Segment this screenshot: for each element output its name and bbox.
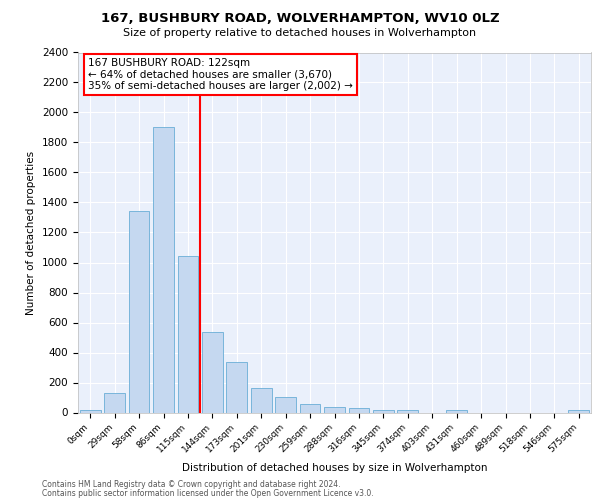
- Bar: [226, 362, 247, 412]
- Bar: [178, 256, 199, 412]
- Text: Size of property relative to detached houses in Wolverhampton: Size of property relative to detached ho…: [124, 28, 476, 38]
- Bar: [202, 332, 223, 412]
- Text: 167, BUSHBURY ROAD, WOLVERHAMPTON, WV10 0LZ: 167, BUSHBURY ROAD, WOLVERHAMPTON, WV10 …: [101, 12, 499, 26]
- Bar: [324, 407, 345, 412]
- Bar: [299, 404, 320, 412]
- Bar: [128, 212, 149, 412]
- Text: Contains public sector information licensed under the Open Government Licence v3: Contains public sector information licen…: [42, 488, 374, 498]
- Text: 167 BUSHBURY ROAD: 122sqm
← 64% of detached houses are smaller (3,670)
35% of se: 167 BUSHBURY ROAD: 122sqm ← 64% of detac…: [88, 58, 353, 91]
- Y-axis label: Number of detached properties: Number of detached properties: [26, 150, 37, 314]
- Bar: [568, 410, 589, 412]
- Bar: [251, 388, 272, 412]
- Bar: [397, 410, 418, 412]
- Bar: [275, 397, 296, 412]
- Text: Contains HM Land Registry data © Crown copyright and database right 2024.: Contains HM Land Registry data © Crown c…: [42, 480, 341, 489]
- Bar: [80, 410, 101, 412]
- Bar: [373, 410, 394, 412]
- Bar: [153, 128, 174, 412]
- Bar: [349, 408, 370, 412]
- Bar: [446, 410, 467, 412]
- X-axis label: Distribution of detached houses by size in Wolverhampton: Distribution of detached houses by size …: [182, 462, 487, 472]
- Bar: [104, 393, 125, 412]
